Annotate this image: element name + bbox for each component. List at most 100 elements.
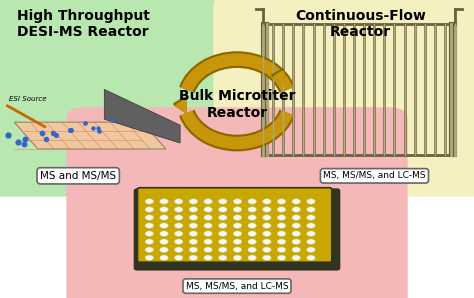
Circle shape xyxy=(189,199,198,204)
Text: High Throughput
DESI-MS Reactor: High Throughput DESI-MS Reactor xyxy=(17,9,149,39)
Circle shape xyxy=(307,199,315,204)
Circle shape xyxy=(145,215,154,220)
Circle shape xyxy=(307,223,315,228)
FancyBboxPatch shape xyxy=(137,188,332,262)
Circle shape xyxy=(263,231,271,236)
Circle shape xyxy=(292,207,301,212)
Circle shape xyxy=(174,223,183,228)
Circle shape xyxy=(292,255,301,260)
Polygon shape xyxy=(14,122,166,149)
Circle shape xyxy=(189,223,198,228)
Circle shape xyxy=(248,223,256,228)
Circle shape xyxy=(189,207,198,212)
Circle shape xyxy=(248,239,256,244)
Circle shape xyxy=(160,231,168,236)
Circle shape xyxy=(189,247,198,252)
Circle shape xyxy=(204,255,212,260)
Circle shape xyxy=(189,239,198,244)
Polygon shape xyxy=(104,89,180,143)
Circle shape xyxy=(233,215,242,220)
Circle shape xyxy=(160,207,168,212)
Circle shape xyxy=(277,215,286,220)
Circle shape xyxy=(219,223,227,228)
Circle shape xyxy=(145,239,154,244)
Text: Bulk Microtiter
Reactor: Bulk Microtiter Reactor xyxy=(179,89,295,119)
Circle shape xyxy=(160,239,168,244)
Circle shape xyxy=(174,215,183,220)
Circle shape xyxy=(263,255,271,260)
Circle shape xyxy=(189,231,198,236)
Text: MS, MS/MS, and LC-MS: MS, MS/MS, and LC-MS xyxy=(186,282,288,291)
Circle shape xyxy=(263,207,271,212)
Text: MS, MS/MS, and LC-MS: MS, MS/MS, and LC-MS xyxy=(323,171,426,180)
Circle shape xyxy=(292,223,301,228)
Circle shape xyxy=(277,255,286,260)
Text: Continuous-Flow
Reactor: Continuous-Flow Reactor xyxy=(295,9,426,39)
Circle shape xyxy=(204,231,212,236)
Circle shape xyxy=(277,247,286,252)
Circle shape xyxy=(145,255,154,260)
Circle shape xyxy=(174,231,183,236)
Circle shape xyxy=(248,231,256,236)
Circle shape xyxy=(248,199,256,204)
Circle shape xyxy=(145,199,154,204)
Circle shape xyxy=(219,207,227,212)
FancyBboxPatch shape xyxy=(213,0,474,197)
Circle shape xyxy=(307,231,315,236)
Circle shape xyxy=(233,247,242,252)
Circle shape xyxy=(160,215,168,220)
Text: ESI Source: ESI Source xyxy=(9,96,47,102)
Circle shape xyxy=(189,255,198,260)
Circle shape xyxy=(233,255,242,260)
Circle shape xyxy=(219,215,227,220)
Circle shape xyxy=(277,199,286,204)
Circle shape xyxy=(263,239,271,244)
Circle shape xyxy=(233,207,242,212)
Circle shape xyxy=(145,207,154,212)
Circle shape xyxy=(277,239,286,244)
Circle shape xyxy=(292,247,301,252)
Circle shape xyxy=(263,223,271,228)
Circle shape xyxy=(292,199,301,204)
Circle shape xyxy=(307,247,315,252)
Circle shape xyxy=(219,247,227,252)
Circle shape xyxy=(292,231,301,236)
FancyBboxPatch shape xyxy=(0,0,261,197)
Circle shape xyxy=(160,199,168,204)
Circle shape xyxy=(233,199,242,204)
Circle shape xyxy=(307,215,315,220)
Circle shape xyxy=(160,255,168,260)
Circle shape xyxy=(248,207,256,212)
Circle shape xyxy=(204,207,212,212)
Circle shape xyxy=(204,247,212,252)
Circle shape xyxy=(174,207,183,212)
Circle shape xyxy=(263,215,271,220)
Circle shape xyxy=(189,215,198,220)
Circle shape xyxy=(204,223,212,228)
Circle shape xyxy=(219,199,227,204)
Circle shape xyxy=(204,215,212,220)
Circle shape xyxy=(174,255,183,260)
Circle shape xyxy=(174,199,183,204)
Circle shape xyxy=(307,207,315,212)
Circle shape xyxy=(204,239,212,244)
Circle shape xyxy=(307,255,315,260)
Circle shape xyxy=(292,239,301,244)
Circle shape xyxy=(145,223,154,228)
Circle shape xyxy=(233,223,242,228)
Circle shape xyxy=(204,199,212,204)
FancyBboxPatch shape xyxy=(66,107,408,298)
Circle shape xyxy=(219,255,227,260)
Circle shape xyxy=(145,231,154,236)
Circle shape xyxy=(160,247,168,252)
Circle shape xyxy=(160,223,168,228)
Circle shape xyxy=(292,215,301,220)
Circle shape xyxy=(277,223,286,228)
Circle shape xyxy=(248,215,256,220)
Text: MS and MS/MS: MS and MS/MS xyxy=(40,171,116,181)
Circle shape xyxy=(248,247,256,252)
Circle shape xyxy=(263,199,271,204)
Circle shape xyxy=(145,247,154,252)
Circle shape xyxy=(307,239,315,244)
Circle shape xyxy=(248,255,256,260)
